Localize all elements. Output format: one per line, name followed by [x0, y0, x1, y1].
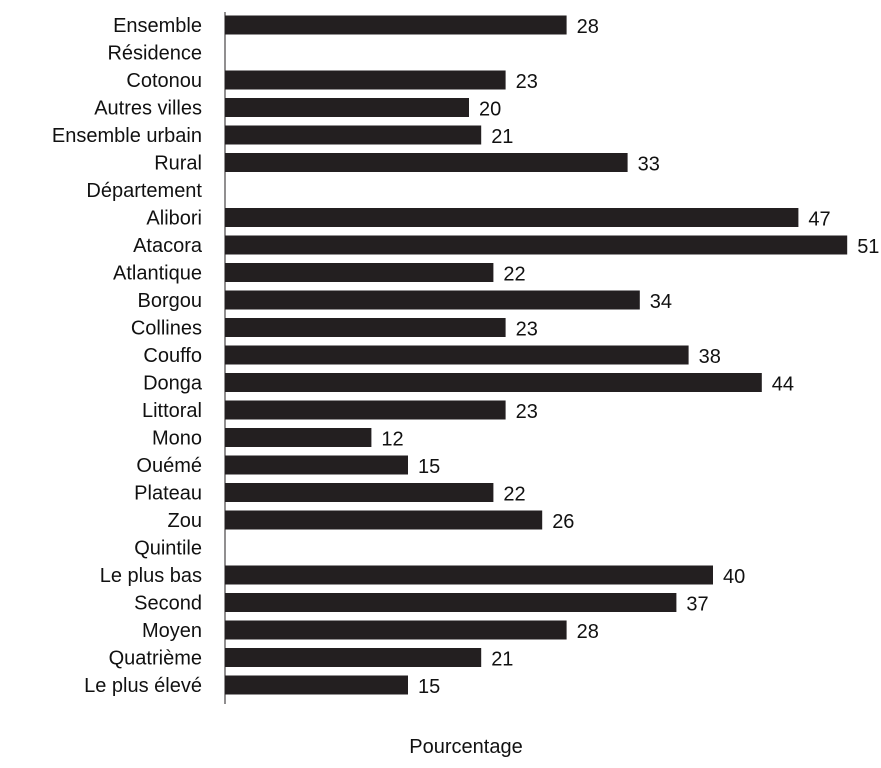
bar-value-label: 22 [503, 484, 525, 506]
bar [225, 593, 677, 612]
bar-value-label: 21 [491, 649, 513, 671]
bar [225, 400, 506, 420]
bar-value-label: 22 [503, 264, 525, 286]
value-labels: 28 23 20 21 33 47 51 22 34 23 38 44 23 12 15 22 26 40 37 28… [381, 16, 879, 698]
category-label: Atlantique [113, 263, 202, 285]
category-label: Second [134, 593, 202, 615]
bar-value-label: 21 [491, 126, 513, 148]
bar-value-label: 23 [516, 71, 538, 93]
category-label: Collines [131, 318, 202, 340]
category-label: Rural [154, 153, 202, 175]
bar [225, 153, 628, 172]
bar [225, 675, 408, 695]
category-label: Département [86, 180, 202, 202]
bar [225, 620, 567, 640]
bar [225, 510, 543, 530]
bar [225, 318, 506, 337]
category-label: Ensemble [113, 15, 202, 37]
category-label: Ensemble urbain [52, 125, 202, 147]
bar-value-label: 23 [516, 401, 538, 423]
category-label: Quintile [134, 538, 202, 560]
bar [225, 235, 848, 255]
bar-value-label: 15 [418, 456, 440, 478]
bar-value-label: 28 [577, 16, 599, 38]
bar [225, 70, 506, 90]
bar [225, 565, 713, 585]
category-label: Résidence [107, 43, 202, 65]
bar-value-label: 20 [479, 99, 501, 121]
category-label: Le plus bas [100, 565, 202, 587]
category-label: Plateau [134, 483, 202, 505]
category-label: Alibori [146, 208, 202, 230]
bar [225, 15, 567, 35]
category-label: Moyen [142, 620, 202, 642]
bar [225, 125, 482, 145]
category-labels: Ensemble Résidence Cotonou Autres villes Ens… [52, 15, 203, 697]
category-label: Atacora [133, 235, 203, 257]
bar [225, 373, 762, 392]
category-label: Littoral [142, 400, 202, 422]
bar-value-label: 28 [577, 621, 599, 643]
bar [225, 208, 799, 227]
bar [225, 98, 469, 117]
bar-value-label: 15 [418, 676, 440, 698]
category-label: Le plus élevé [84, 675, 202, 697]
x-axis-title: Pourcentage [409, 736, 522, 758]
bar [225, 483, 494, 502]
bar [225, 263, 494, 282]
bar-value-label: 40 [723, 566, 745, 588]
bar-value-label: 51 [857, 236, 879, 258]
category-label: Cotonou [126, 70, 202, 92]
category-label: Zou [168, 510, 202, 532]
bar-value-label: 34 [650, 291, 672, 313]
category-label: Mono [152, 428, 202, 450]
category-label: Autres villes [94, 98, 202, 120]
bar-value-label: 38 [699, 346, 721, 368]
bar-value-label: 37 [686, 594, 708, 616]
bar-value-label: 47 [808, 209, 830, 231]
bar-value-label: 26 [552, 511, 574, 533]
bar-value-label: 33 [638, 154, 660, 176]
bar [225, 345, 689, 365]
bar [225, 455, 408, 475]
bar [225, 290, 640, 310]
category-label: Couffo [143, 345, 202, 367]
bar [225, 428, 372, 447]
category-label: Quatrième [109, 648, 202, 670]
bar-value-label: 12 [381, 429, 403, 451]
bars-layer [225, 15, 848, 695]
category-label: Borgou [138, 290, 203, 312]
bar [225, 648, 482, 667]
bar-value-label: 44 [772, 374, 794, 396]
bar-value-label: 23 [516, 319, 538, 341]
category-label: Ouémé [136, 455, 202, 477]
category-label: Donga [143, 373, 203, 395]
